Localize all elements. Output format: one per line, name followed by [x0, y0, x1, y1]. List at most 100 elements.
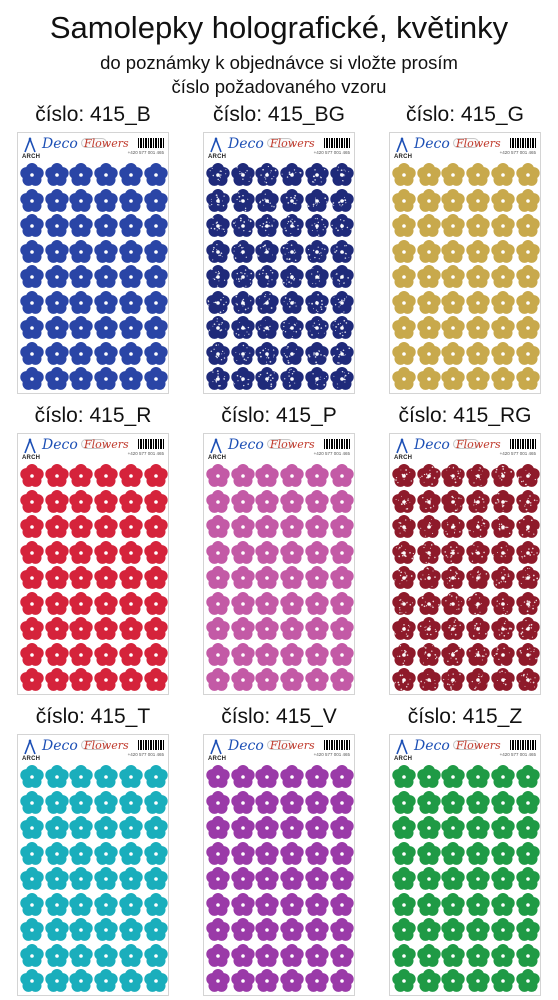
flower-sticker-icon [280, 918, 304, 942]
flower-sticker-icon [20, 668, 44, 692]
flower-sticker-icon [206, 816, 230, 840]
flower-sticker-icon [392, 566, 416, 590]
flower-sticker-icon [392, 342, 416, 366]
flower-sticker-icon [280, 291, 304, 315]
flower-sticker-icon [417, 214, 441, 238]
flower-sticker-icon [417, 291, 441, 315]
flower-sticker-icon [119, 842, 143, 866]
flower-sticker-icon [491, 893, 515, 917]
brand-label: ARCH [208, 154, 226, 160]
flower-sticker-icon [305, 816, 329, 840]
flower-sticker-icon [231, 214, 255, 238]
flower-sticker-icon [45, 515, 69, 539]
flower-sticker-icon [330, 816, 354, 840]
flower-sticker-icon [280, 944, 304, 968]
barcode-icon [138, 740, 164, 750]
flower-sticker-icon [491, 541, 515, 565]
sticker-sheet[interactable]: ARCH Deco Flowers +420 577 001 465 415 [17, 132, 169, 394]
flower-sticker-icon [206, 515, 230, 539]
sticker-sheet[interactable]: ARCH Deco Flowers +420 577 001 465 415 [203, 132, 355, 394]
flower-sticker-icon [231, 918, 255, 942]
flower-sticker-icon [20, 214, 44, 238]
flower-sticker-icon [466, 541, 490, 565]
flower-sticker-icon [491, 342, 515, 366]
flowers-label: Flowers [270, 739, 315, 752]
flower-sticker-icon [144, 617, 168, 641]
flower-sticker-icon [491, 969, 515, 993]
flower-sticker-icon [516, 918, 540, 942]
sticker-sheet[interactable]: ARCH Deco Flowers +420 577 001 465 415 [389, 734, 541, 996]
flower-sticker-icon [417, 189, 441, 213]
flower-sticker-icon [417, 316, 441, 340]
flower-sticker-icon [119, 765, 143, 789]
flower-sticker-icon [144, 765, 168, 789]
flower-sticker-icon [94, 643, 118, 667]
flower-sticker-icon [280, 668, 304, 692]
flower-sticker-icon [417, 944, 441, 968]
flower-sticker-icon [305, 944, 329, 968]
flower-sticker-icon [255, 893, 279, 917]
flower-sticker-icon [491, 918, 515, 942]
flower-sticker-icon [466, 265, 490, 289]
flower-sticker-icon [305, 265, 329, 289]
flower-sticker-icon [255, 342, 279, 366]
flower-sticker-icon [144, 515, 168, 539]
flower-sticker-icon [255, 867, 279, 891]
phone-number: +420 577 001 465 [314, 150, 350, 155]
flower-sticker-icon [69, 464, 93, 488]
sticker-sheet[interactable]: ARCH Deco Flowers +420 577 001 465 415 [389, 132, 541, 394]
flower-sticker-icon [144, 189, 168, 213]
flower-sticker-icon [280, 367, 304, 391]
sticker-sheet[interactable]: ARCH Deco Flowers +420 577 001 465 415 [17, 433, 169, 695]
flower-sticker-icon [417, 490, 441, 514]
flower-sticker-icon [255, 464, 279, 488]
barcode-icon [324, 138, 350, 148]
flower-sticker-icon [305, 464, 329, 488]
flower-sticker-icon [466, 643, 490, 667]
flower-sticker-icon [417, 969, 441, 993]
flower-sticker-icon [441, 541, 465, 565]
flower-sticker-icon [119, 541, 143, 565]
flower-sticker-icon [466, 515, 490, 539]
flower-sticker-icon [119, 214, 143, 238]
flower-sticker-icon [280, 316, 304, 340]
flower-sticker-icon [491, 189, 515, 213]
flower-sticker-icon [491, 944, 515, 968]
flower-sticker-icon [144, 566, 168, 590]
flower-sticker-icon [392, 367, 416, 391]
flower-sticker-icon [417, 566, 441, 590]
flower-sticker-icon [69, 842, 93, 866]
brand-label: ARCH [22, 154, 40, 160]
flower-sticker-icon [144, 265, 168, 289]
flower-sticker-icon [144, 291, 168, 315]
flower-sticker-icon [305, 617, 329, 641]
flower-sticker-icon [441, 944, 465, 968]
flower-sticker-icon [466, 944, 490, 968]
sticker-sheet[interactable]: ARCH Deco Flowers +420 577 001 465 415 [203, 433, 355, 695]
flower-sticker-icon [255, 918, 279, 942]
sticker-sheet[interactable]: ARCH Deco Flowers +420 577 001 465 415 [203, 734, 355, 996]
flower-sticker-icon [206, 592, 230, 616]
flower-sticker-icon [144, 163, 168, 187]
flower-sticker-icon [231, 765, 255, 789]
arch-logo-icon [23, 137, 37, 153]
flower-sticker-icon [45, 944, 69, 968]
flower-sticker-icon [20, 541, 44, 565]
sticker-sheet[interactable]: ARCH Deco Flowers +420 577 001 465 415 [17, 734, 169, 996]
flower-sticker-icon [516, 265, 540, 289]
flower-sticker-icon [119, 867, 143, 891]
flower-sticker-icon [305, 541, 329, 565]
flower-sticker-icon [94, 490, 118, 514]
flower-sticker-icon [441, 893, 465, 917]
flower-sticker-icon [491, 214, 515, 238]
flower-sticker-icon [305, 240, 329, 264]
flower-sticker-icon [206, 464, 230, 488]
flower-sticker-icon [466, 918, 490, 942]
sticker-sheet[interactable]: ARCH Deco Flowers +420 577 001 465 415 [389, 433, 541, 695]
product-caption: číslo: 415_B [0, 103, 186, 127]
flower-sticker-icon [441, 342, 465, 366]
flower-sticker-icon [466, 367, 490, 391]
flower-sticker-icon [392, 617, 416, 641]
flower-sticker-icon [441, 163, 465, 187]
flower-sticker-icon [280, 617, 304, 641]
